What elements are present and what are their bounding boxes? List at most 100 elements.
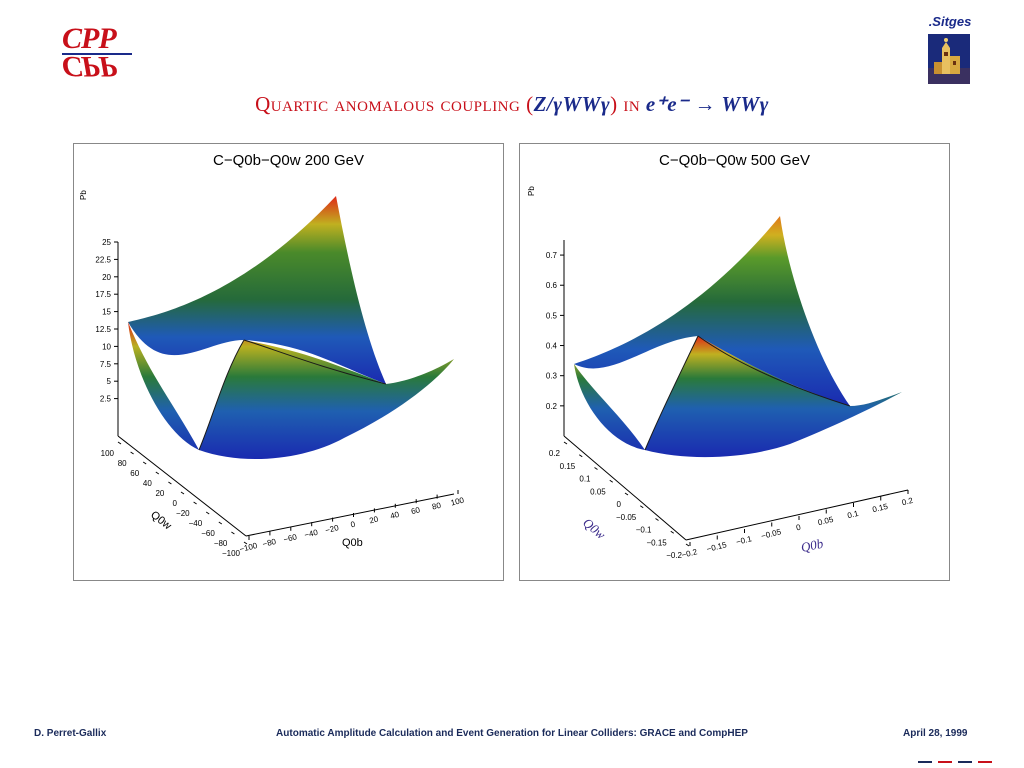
z-tick-label: 22.5 [95,255,111,264]
y-tick-label: −100 [222,549,241,558]
x-tick-label: 80 [431,501,442,512]
z-tick-label: 25 [102,238,111,247]
plot-title: C−Q0b−Q0w 500 GeV [659,152,810,169]
y-tick-label: −60 [201,529,215,538]
nav-mark [958,761,972,763]
x-tick-label: −0.1 [735,534,753,547]
y-tick-label: 0.1 [579,475,591,484]
z-axis-ticks: 0.2 0.3 0.4 0.5 0.6 0.7 [546,251,564,411]
x-axis-line [685,489,909,541]
y-tick-label: 20 [155,489,164,498]
y-tick-label: 80 [118,459,127,468]
title-process: e⁺e⁻ → WWγ [645,92,769,116]
x-tick-label: −0.2 [681,547,699,560]
title-coupling: Z/γWWγ [533,92,611,116]
y-tick [624,492,629,496]
nav-mark [978,761,992,763]
y-tick [205,511,210,515]
y-tick [670,530,675,534]
y-tick-label: −0.2 [666,551,682,560]
title-part-a: Quartic anomalous coupling ( [255,92,534,116]
x-tick-label: 20 [368,514,379,525]
z-tick-label: 2.5 [100,395,112,404]
footer-date: April 28, 1999 [903,728,968,739]
x-axis-ticks: −100 −80 −60 −40 −20 0 20 40 60 80 100 [239,490,466,554]
x-tick-label: −0.15 [706,540,728,554]
surface-back [128,196,386,384]
nav-mark [918,761,932,763]
z-tick-label: 7.5 [100,360,112,369]
y-tick [193,501,197,505]
footer-author: D. Perret-Gallix [34,728,107,739]
y-tick-label: −40 [189,519,203,528]
surface-front [128,322,454,460]
surface-back [574,216,850,406]
x-tick-label: 0.15 [871,502,889,515]
x-tick-label: 100 [450,495,466,507]
surface-plot-200gev: C−Q0b−Q0w 200 GeV [73,143,504,581]
x-tick-label: 0.05 [817,515,835,528]
x-tick-label: −40 [303,528,319,540]
y-tick [609,479,614,483]
x-tick-label: −60 [283,532,299,544]
surface-ridge [243,339,387,385]
z-tick-label: 17.5 [95,290,111,299]
y-tick [168,481,172,485]
x-tick-label: 0.1 [846,509,860,521]
surface-ridge-2 [198,339,245,451]
z-tick-label: 0.3 [546,372,558,381]
y-tick-label: −0.15 [647,538,668,547]
z-tick-label: 0.5 [546,311,558,320]
z-tick-label: 0.7 [546,251,558,260]
y-tick-label: 0.15 [560,462,576,471]
x-tick-label: 60 [410,505,421,516]
y-axis-line [563,435,687,541]
y-tick [231,531,235,535]
slide-title: Quartic anomalous coupling (Z/γWWγ) in e… [0,92,1024,117]
y-tick [155,471,160,475]
cpp-logo-text: CPP [62,22,117,55]
x-tick-label: 0 [350,520,357,530]
x-axis-line [245,493,455,537]
x-tick-label: 40 [389,510,400,521]
z-tick-label: 0.2 [546,402,558,411]
y-tick [578,454,583,458]
y-tick-label: 60 [130,469,139,478]
z-tick-label: 5 [107,377,112,386]
z-axis-label: Pb [527,186,536,196]
cpp-logo-bar [62,53,132,55]
x-tick-label: −0.05 [760,527,782,541]
y-tick-label: 0.2 [549,449,561,458]
y-tick-label: 100 [101,449,115,458]
slide-nav-marks [918,750,998,768]
y-tick-label: 0.05 [590,487,606,496]
y-tick-label: 40 [143,479,152,488]
y-axis-line [117,435,247,537]
nav-mark [938,761,952,763]
x-axis-ticks: −0.2 −0.15 −0.1 −0.05 0 0.05 0.1 0.15 0.2 [681,490,914,560]
x-axis-label: Q0b [800,536,826,555]
plot-title: C−Q0b−Q0w 200 GeV [213,152,364,169]
y-tick [218,521,223,525]
x-tick-label: −20 [324,523,340,535]
sitges-logo: .Sitges [920,14,980,84]
footer-talk-title: Automatic Amplitude Calculation and Even… [276,728,748,739]
z-tick-label: 20 [102,273,111,282]
y-tick-label: −20 [176,509,190,518]
y-axis-label: Q0w [580,515,609,542]
title-part-c: ) in [610,92,646,116]
z-axis-label: Pb [79,190,88,200]
y-tick [142,461,147,465]
y-tick [563,441,568,445]
sitges-logo-text: .Sitges [928,14,972,29]
surface-ridge-2 [644,335,699,451]
surface-svg-500gev: 0.20.30.40.50.60.7 Pb 0.20.150.10.050−0.… [527,186,914,560]
y-tick-label: −0.05 [616,513,637,522]
x-tick-label: 0 [795,523,802,533]
y-tick [594,467,598,470]
x-tick-label: −100 [239,541,259,554]
y-tick [117,441,122,445]
y-axis-label: Q0w [148,509,173,532]
